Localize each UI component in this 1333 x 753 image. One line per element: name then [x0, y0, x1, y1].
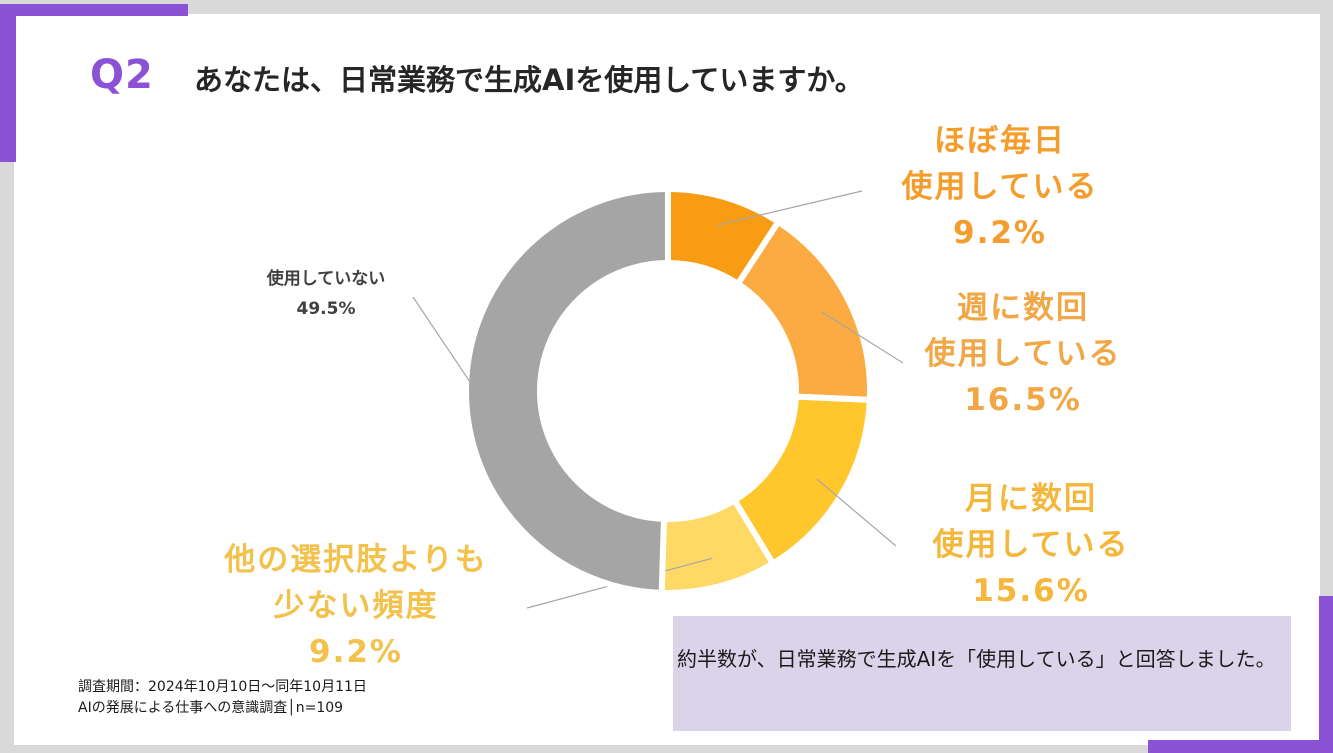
label-monthly: 月に数回 使用している 15.6%	[911, 476, 1151, 614]
label-daily: ほぼ毎日 使用している 9.2%	[880, 118, 1120, 256]
label-weekly-line2: 使用している	[924, 336, 1122, 372]
label-less-often: 他の選択肢よりも 少ない頻度 9.2%	[196, 537, 516, 675]
accent-bar-left	[0, 4, 16, 162]
label-less-often-line2: 少ない頻度	[273, 588, 439, 624]
accent-bar-bottom	[1148, 740, 1333, 753]
label-not-used-line1: 使用していない	[266, 269, 386, 289]
label-not-used: 使用していない 49.5%	[236, 264, 416, 324]
question-title: あなたは、日常業務で生成AIを使用していますか。	[194, 63, 864, 97]
label-daily-line1: ほぼ毎日	[934, 123, 1066, 159]
label-weekly-line1: 週に数回	[957, 290, 1089, 326]
label-less-often-line1: 他の選択肢よりも	[224, 542, 488, 578]
survey-name: AIの発展による仕事への意識調査│n=109	[78, 700, 344, 716]
label-daily-line2: 使用している	[901, 169, 1099, 205]
leader-line-daily	[717, 190, 863, 226]
leader-line-monthly	[816, 478, 897, 547]
label-monthly-line2: 使用している	[932, 527, 1130, 563]
summary-text: 約半数が、日常業務で生成AIを「使用している」と回答しました。	[677, 647, 1276, 671]
leader-line-not-used	[412, 296, 475, 389]
accent-bar-right	[1319, 596, 1333, 753]
accent-bar-top	[0, 4, 188, 16]
label-monthly-line1: 月に数回	[965, 481, 1097, 517]
leader-line-weekly	[821, 311, 904, 364]
label-weekly: 週に数回 使用している 16.5%	[903, 285, 1143, 423]
question-number: Q2	[90, 52, 154, 98]
slice-not-used	[463, 185, 671, 596]
slice-weekly	[733, 217, 873, 404]
label-less-often-value: 9.2%	[309, 634, 403, 670]
survey-period: 調査期間：2024年10月10日〜同年10月11日	[78, 679, 367, 695]
label-daily-value: 9.2%	[953, 215, 1047, 251]
label-not-used-value: 49.5%	[296, 299, 356, 319]
summary-box: 約半数が、日常業務で生成AIを「使用している」と回答しました。	[673, 616, 1291, 731]
label-monthly-value: 15.6%	[972, 573, 1090, 609]
label-weekly-value: 16.5%	[964, 382, 1082, 418]
survey-footnote: 調査期間：2024年10月10日〜同年10月11日 AIの発展による仕事への意識…	[78, 677, 367, 719]
